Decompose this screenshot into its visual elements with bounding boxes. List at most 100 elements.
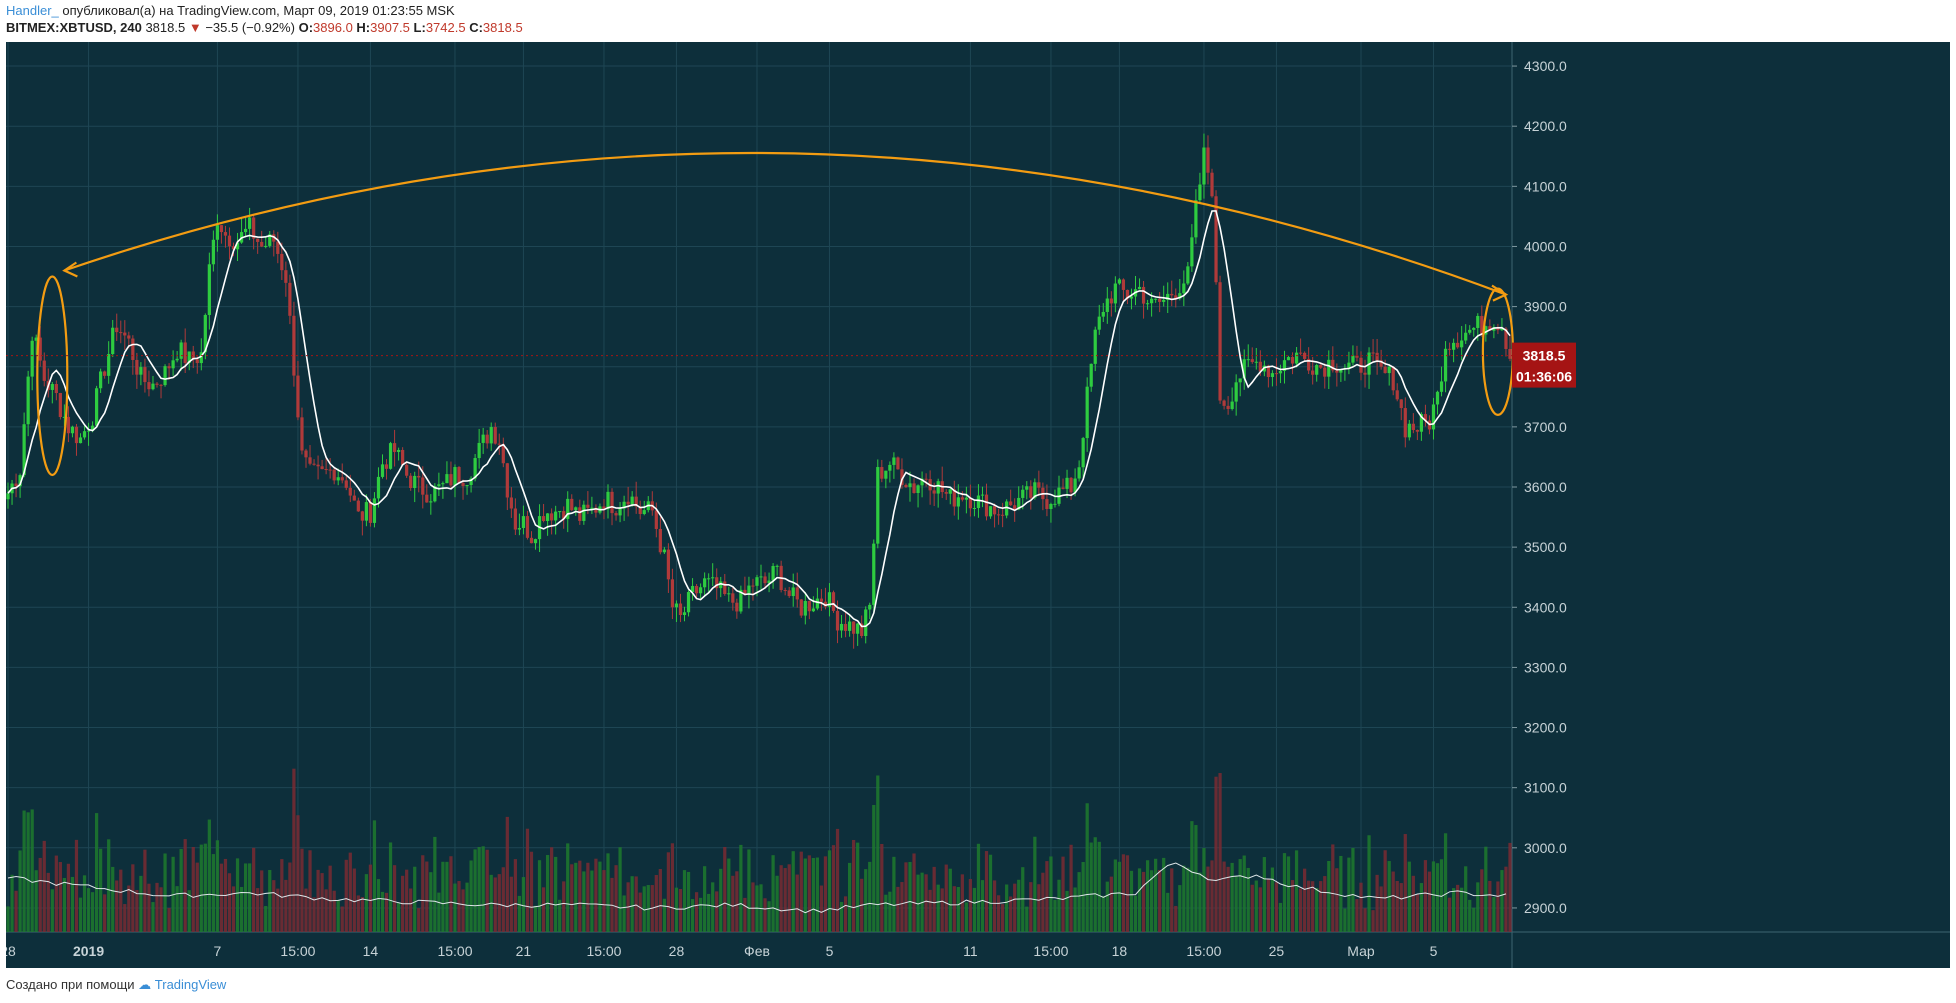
volume-bar [425,861,429,932]
candle-body [14,483,18,487]
volume-bar [598,861,602,932]
candle-body [960,497,964,500]
volume-bar [944,864,948,932]
time-tick-label: 5 [1430,943,1438,959]
volume-ma-line [7,862,1507,914]
volume-bar [1307,880,1311,932]
candle-body [481,434,485,443]
countdown-label: 01:36:06 [1516,369,1572,385]
candle-body [352,495,356,501]
candle-body [1194,200,1198,238]
candle-body [634,496,638,507]
candle-body [1399,399,1403,409]
time-tick-label: 15:00 [586,943,621,959]
candle-body [66,416,71,434]
candle-body [1021,489,1025,498]
volume-bar [433,836,437,932]
volume-bar [1210,860,1214,932]
candle-body [99,371,103,389]
volume-bar [1214,776,1218,932]
candle-body [1069,477,1073,493]
time-tick-label: 14 [363,943,379,959]
candle-body [1222,400,1226,406]
volume-bar [123,904,127,932]
volume-bar [1427,871,1432,932]
volume-bar [10,874,14,932]
candle-body [1415,429,1419,432]
annotation-arc [64,151,1507,296]
time-tick-label: 18 [1112,943,1128,959]
volume-bar [94,813,99,932]
candle-body [284,270,288,283]
volume-bar [384,892,389,932]
candle-body [892,457,896,465]
volume-bar [501,867,505,932]
candle-body [127,335,131,339]
volume-bar [143,849,147,932]
volume-bar [1419,883,1424,932]
chart-container[interactable]: 2900.0 3000.0 3100.0 3200.0 3300.0 3400.0 3500… [0,42,1950,968]
volume-bar [211,854,215,932]
volume-bar [505,816,509,932]
candle-body [1101,311,1105,317]
candle-body [952,489,956,507]
candle-body [992,506,997,515]
price-chart[interactable]: 2900.0 3000.0 3100.0 3200.0 3300.0 3400.0 3500… [0,42,1950,968]
volume-bar [988,854,993,932]
low-label: L: [413,20,426,35]
volume-bar [1391,871,1395,932]
candle-body [380,464,385,477]
candle-body [578,507,582,521]
volume-bar [1367,835,1371,932]
volume-bar [1133,895,1138,932]
volume-bar [1363,908,1367,932]
volume-bar [711,882,715,932]
candle-body [856,623,860,634]
candle-body [1456,342,1460,348]
candle-body [1395,390,1399,400]
candle-body [22,424,26,476]
candle-body [936,481,940,494]
volume-bar [231,886,236,932]
volume-bar [880,843,884,932]
volume-bar [320,873,324,932]
volume-bar [1278,902,1283,932]
candle-body [827,592,832,607]
candle-body [642,510,646,515]
volume-bar [976,843,981,932]
candle-body [207,264,211,315]
candle-body [215,225,220,240]
candle-body [445,474,449,484]
candle-body [739,589,743,612]
volume-bar [1508,842,1512,932]
footer-brand-link[interactable]: TradingView [154,977,227,992]
candle-body [932,490,936,494]
annotation-ellipse [36,275,69,477]
volume-bar [525,828,530,932]
volume-bar [1319,881,1323,932]
candle-body [1351,355,1355,363]
volume-bar [1298,888,1303,932]
price-tick-label: 3100.0 [1524,780,1567,796]
candle-body [82,431,87,438]
volume-bar [256,888,260,932]
candle-body [731,593,735,603]
volume-bar [948,868,952,932]
volume-bar [1053,899,1057,932]
candle-body [1435,391,1440,405]
volume-bar [1174,905,1178,932]
author-link[interactable]: Handler_ [6,3,59,18]
volume-bar [952,886,956,932]
candle-body [618,508,622,516]
volume-bar [956,886,960,932]
volume-bar [517,895,522,932]
volume-bar [99,848,103,932]
candle-body [62,416,66,418]
volume-bar [1415,894,1419,932]
candle-body [1480,315,1484,335]
candle-body [984,494,989,517]
volume-bar [545,855,550,932]
volume-bar [606,853,610,932]
candle-body [163,366,167,386]
candle-body [489,427,493,444]
